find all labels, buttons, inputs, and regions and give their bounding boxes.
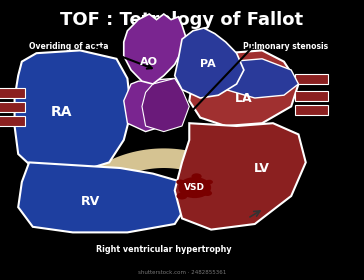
Text: Overiding of aorta: Overiding of aorta (29, 42, 109, 51)
Polygon shape (0, 88, 25, 98)
Ellipse shape (191, 173, 202, 179)
Polygon shape (218, 59, 298, 98)
Polygon shape (124, 14, 186, 84)
Polygon shape (175, 28, 244, 98)
Text: shutterstock.com · 2482855361: shutterstock.com · 2482855361 (138, 270, 226, 276)
Text: RA: RA (51, 105, 73, 119)
Text: AO: AO (140, 57, 158, 67)
Polygon shape (73, 148, 265, 218)
Ellipse shape (176, 179, 184, 185)
Ellipse shape (203, 190, 212, 196)
Text: LA: LA (235, 92, 253, 104)
Polygon shape (295, 105, 328, 115)
Polygon shape (142, 78, 189, 132)
Text: LV: LV (254, 162, 270, 174)
Text: PA: PA (199, 59, 215, 69)
Polygon shape (295, 91, 328, 101)
Polygon shape (0, 116, 25, 126)
Text: Right ventricular hypertrophy: Right ventricular hypertrophy (96, 245, 232, 254)
Polygon shape (15, 50, 131, 174)
Text: RV: RV (82, 195, 100, 208)
Polygon shape (0, 102, 25, 112)
Ellipse shape (178, 177, 211, 198)
Text: VSD: VSD (184, 183, 205, 192)
Polygon shape (124, 78, 178, 132)
Text: TOF : Tetralogy of Fallot: TOF : Tetralogy of Fallot (60, 11, 304, 29)
Text: Pulmonary stenosis: Pulmonary stenosis (243, 42, 328, 51)
Polygon shape (189, 50, 298, 126)
Polygon shape (18, 162, 189, 232)
Ellipse shape (177, 193, 187, 200)
Ellipse shape (206, 180, 213, 184)
Polygon shape (295, 74, 328, 84)
Polygon shape (175, 123, 306, 230)
